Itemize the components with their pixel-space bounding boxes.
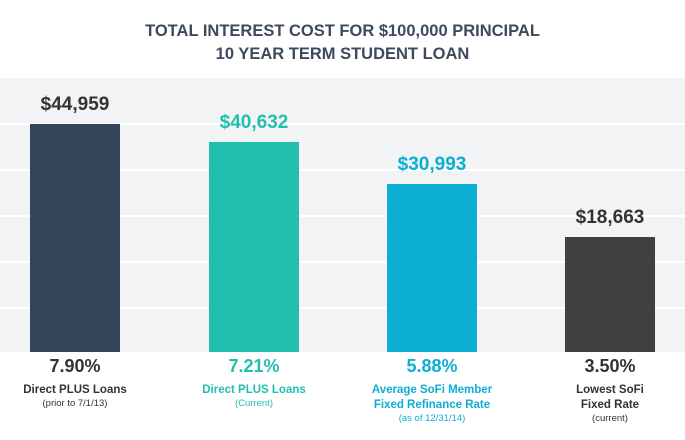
category-label: 7.90% Direct PLUS Loans (prior to 7/1/13): [0, 356, 160, 410]
loan-note: (prior to 7/1/13): [42, 398, 108, 409]
bar: [30, 124, 120, 352]
rate-label: 5.88%: [406, 356, 458, 376]
loan-name: Fixed Rate: [580, 399, 640, 411]
gridline: [0, 261, 685, 263]
loan-note: (as of 12/31/14): [398, 413, 466, 424]
chart-title: TOTAL INTEREST COST FOR $100,000 PRINCIP…: [0, 20, 685, 66]
category-label: 7.21% Direct PLUS Loans (Current): [169, 356, 339, 410]
title-line: 10 YEAR TERM STUDENT LOAN: [215, 45, 470, 63]
loan-name: Lowest SoFi: [576, 384, 644, 396]
gridline: [0, 307, 685, 309]
rate-label: 7.21%: [228, 356, 280, 376]
rate-label: 3.50%: [584, 356, 636, 376]
bar: [387, 183, 477, 352]
value-label: $30,993: [397, 153, 467, 175]
bar: [209, 142, 299, 352]
title-line: TOTAL INTEREST COST FOR $100,000 PRINCIP…: [145, 22, 540, 40]
plot-area: [0, 78, 685, 352]
loan-name: Direct PLUS Loans: [202, 384, 306, 396]
bar: [565, 236, 655, 352]
loan-name: Direct PLUS Loans: [23, 384, 127, 396]
loan-name: Average SoFi Member: [371, 384, 493, 396]
value-label: $18,663: [575, 206, 645, 228]
value-label: $40,632: [219, 112, 289, 134]
rate-label: 7.90%: [49, 356, 101, 376]
gridline: [0, 169, 685, 171]
loan-name: Fixed Refinance Rate: [373, 399, 491, 411]
loan-note: (Current): [234, 398, 273, 409]
gridline: [0, 123, 685, 125]
loan-note: (current): [592, 413, 628, 424]
value-label: $44,959: [40, 94, 110, 115]
category-label: 3.50% Lowest SoFi Fixed Rate (current): [525, 356, 685, 425]
gridline: [0, 215, 685, 217]
category-label: 5.88% Average SoFi Member Fixed Refinance …: [347, 356, 517, 425]
